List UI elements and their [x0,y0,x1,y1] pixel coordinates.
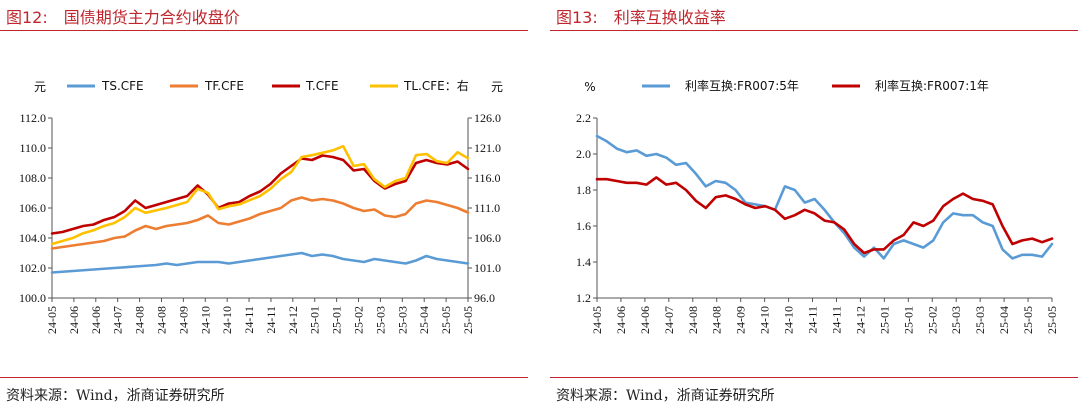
figure-13-title: 图13: 利率互换收益率 [556,4,726,28]
series-line [50,196,470,250]
y2-tick-label: 111.0 [474,201,500,215]
x-tick-label: 24-10 [782,306,796,334]
x-tick-label: 24-10 [758,306,772,334]
bond-futures-chart: 元 元 TS.CFE TF.CFE T.CFE TL.CFE：右 100.0 102.0 104… [19,78,503,334]
x-tick-label: 24-06 [89,306,103,334]
x-tick-label: 25-03 [373,306,387,334]
figure-12-label: 图12: [6,8,48,27]
y2-tick-label: 101.0 [474,261,501,275]
x-tick-label: 25-01 [308,306,322,334]
y-tick-label: 102.0 [19,261,46,275]
x-tick-label: 24-05 [45,306,59,334]
x-tick-label: 25-01 [877,306,891,334]
y-tick-label: 104.0 [19,231,46,245]
x-tick-label: 24-11 [264,306,278,334]
x-tick-label: 24-12 [853,306,867,334]
y2-tick-label: 106.0 [474,231,501,245]
x-tick-label: 24-07 [111,306,125,334]
y-tick-label: 1.6 [576,219,591,233]
x-tick-label: 24-11 [242,306,256,334]
y-tick-label: 108.0 [19,171,46,185]
footer-divider [0,377,528,378]
legend-entry: 利率互换:FR007:5年 [685,78,799,93]
x-tick-label: 25-02 [925,306,939,334]
x-tick-label: 25-01 [901,306,915,334]
source-note: 资料来源：Wind，浙商证券研究所 [6,388,225,404]
x-tick-label: 25-04 [417,306,431,334]
legend-entry: TS.CFE [101,79,144,93]
figure-13-label: 图13: [556,8,598,27]
x-tick-label: 24-08 [710,306,724,334]
series-line [50,154,470,235]
x-tick-label: 25-03 [949,306,963,334]
y-tick-label: 106.0 [19,201,46,215]
legend-entry: 利率互换:FR007:1年 [875,78,989,93]
x-tick-label: 25-02 [352,306,366,334]
title-divider [0,30,528,31]
x-tick-label: 25-05 [461,306,475,334]
x-tick-label: 24-11 [806,306,820,334]
figure-12-panel: 图12: 国债期货主力合约收盘价 元 元 TS.CFE TF.CFE T.CFE TL.CF… [0,0,530,410]
figure-12-title: 图12: 国债期货主力合约收盘价 [6,4,240,28]
x-tick-label: 24-09 [176,306,190,334]
legend-entry: TF.CFE [204,79,244,93]
x-tick-label: 25-05 [439,306,453,334]
x-tick-label: 24-12 [286,306,300,334]
y2-tick-label: 126.0 [474,111,501,125]
x-tick-label: 24-08 [686,306,700,334]
x-tick-label: 24-10 [198,306,212,334]
x-tick-label: 24-06 [638,306,652,334]
series-line [595,134,1054,260]
x-tick-label: 24-06 [614,306,628,334]
x-tick-label: 25-03 [973,306,987,334]
y-tick-label: 112.0 [19,111,46,125]
y-tick-label: 2.2 [576,111,591,125]
x-tick-label: 25-01 [330,306,344,334]
figure-13-title-text: 利率互换收益率 [613,8,726,27]
title-divider [550,30,1078,31]
y-tick-label: 100.0 [19,291,46,305]
y-tick-label: 1.2 [576,291,591,305]
left-axis-unit: 元 [34,80,46,94]
legend-entry: TL.CFE：右 [403,78,469,93]
y-tick-label: 1.8 [576,183,591,197]
figure-13-panel: 图13: 利率互换收益率 % 利率互换:FR007:5年 利率互换:FR007:1年 1… [550,0,1080,410]
y-tick-label: 2.0 [576,147,591,161]
x-tick-label: 24-05 [590,306,604,334]
series-line [595,176,1054,255]
x-tick-label: 24-11 [829,306,843,334]
y-tick-label: 110.0 [19,141,46,155]
x-tick-label: 24-08 [133,306,147,334]
x-tick-label: 25-03 [395,306,409,334]
x-tick-label: 24-07 [662,306,676,334]
y2-tick-label: 96.0 [474,291,495,305]
series-line [50,144,470,246]
interest-swap-chart: % 利率互换:FR007:5年 利率互换:FR007:1年 1.2 1.4 1.6 1.8 2… [576,78,1059,334]
x-tick-label: 25-04 [997,306,1011,334]
footer-divider [550,377,1078,378]
y-tick-label: 1.4 [576,255,591,269]
y2-tick-label: 121.0 [474,141,501,155]
x-tick-label: 25-05 [1045,306,1059,334]
source-note: 资料来源：Wind，浙商证券研究所 [556,388,775,404]
y2-tick-label: 116.0 [474,171,501,185]
x-tick-label: 24-06 [67,306,81,334]
right-axis-unit: 元 [491,80,503,94]
series-line [50,251,470,274]
x-tick-label: 24-10 [220,306,234,334]
x-tick-label: 24-09 [734,306,748,334]
x-tick-label: 24-08 [154,306,168,334]
legend-entry: T.CFE [305,79,339,93]
x-tick-label: 25-05 [1021,306,1035,334]
figure-12-title-text: 国债期货主力合约收盘价 [63,8,240,27]
left-axis-unit: % [584,80,595,94]
